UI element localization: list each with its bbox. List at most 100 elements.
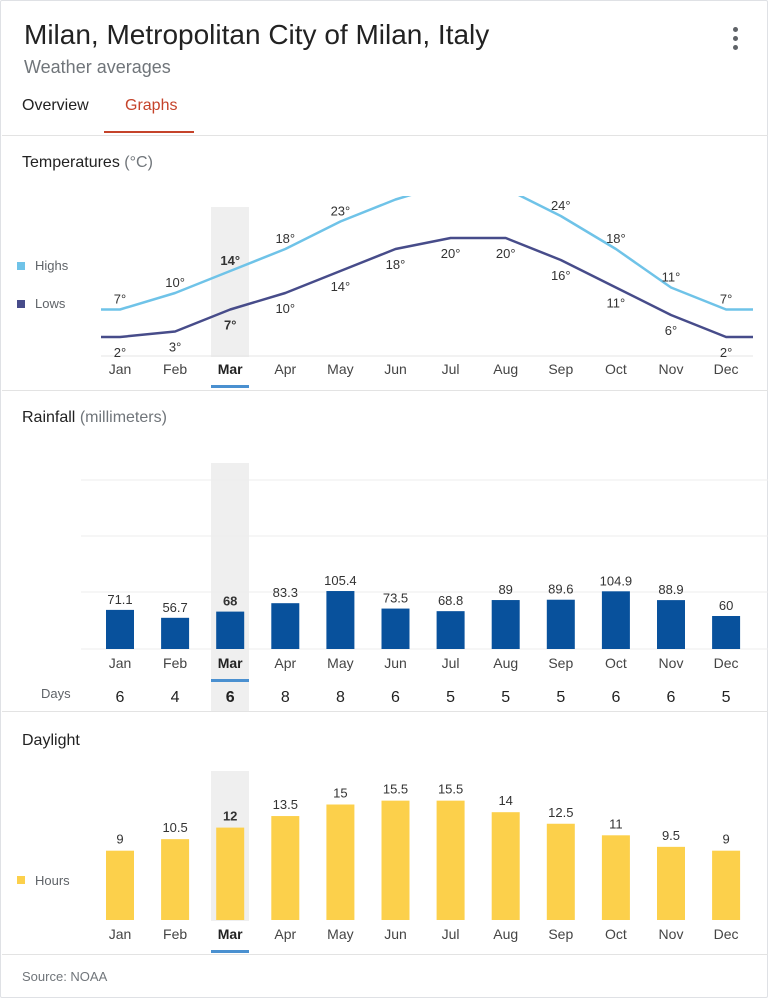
rainfall-chart: 71.1 Jan 6 56.7 Feb 4 68 Mar 6 83.3 Apr 8 105.4 May 8 7…	[41, 463, 768, 711]
rainfall-value-label: 56.7	[162, 600, 187, 615]
daylight-value-label: 13.5	[273, 797, 298, 812]
month-label: Nov	[659, 655, 684, 671]
legend-label-lows: Lows	[35, 296, 66, 311]
data-label-lows: 16°	[551, 268, 571, 283]
daylight-value-label: 10.5	[162, 820, 187, 835]
daylight-bar	[326, 804, 355, 920]
rainfall-value-label: 105.4	[324, 573, 357, 588]
rainfall-value-label: 68.8	[438, 593, 463, 608]
legend-swatch-lows	[17, 300, 25, 308]
rainfall-value-label: 73.5	[383, 591, 408, 606]
temperature-chart: HighsLows7°10°14°18°23°27°30°29°24°18°11…	[17, 196, 753, 388]
legend-swatch-highs	[17, 262, 25, 270]
data-label-lows: 18°	[386, 257, 406, 272]
series-line-highs	[101, 196, 753, 311]
footer-divider	[2, 954, 768, 955]
data-label-highs: 14°	[220, 253, 240, 268]
daylight-bar	[657, 846, 685, 920]
daylight-bar	[381, 800, 410, 920]
rainfall-divider	[2, 711, 768, 712]
selected-month-highlight	[211, 463, 249, 711]
month-label: May	[327, 361, 353, 377]
daylight-value-label: 12	[223, 809, 237, 824]
data-label-highs: 11°	[662, 270, 681, 285]
rain-days-value: 6	[611, 689, 620, 706]
data-label-highs: 18°	[275, 231, 295, 246]
temperatures-title-text: Temperatures	[22, 154, 120, 171]
more-dot	[733, 27, 738, 32]
month-label: Aug	[493, 926, 518, 942]
rain-days-value: 5	[556, 689, 565, 706]
rainfall-bar	[491, 600, 520, 649]
tab-overview[interactable]: Overview	[22, 97, 89, 114]
month-label: Feb	[163, 655, 187, 671]
daylight-value-label: 15.5	[383, 782, 408, 797]
rainfall-bar	[106, 609, 134, 649]
rain-days-value: 8	[281, 689, 290, 706]
legend-swatch-hours	[17, 876, 25, 884]
daylight-bar	[491, 812, 520, 920]
daylight-value-label: 9	[116, 832, 123, 847]
rain-days-value: 5	[446, 689, 455, 706]
data-label-highs: 27°	[386, 196, 406, 197]
month-label: Jan	[109, 361, 132, 377]
page-title: Milan, Metropolitan City of Milan, Italy	[24, 19, 490, 50]
rainfall-bar	[657, 600, 685, 649]
rainfall-bar	[436, 611, 465, 649]
data-label-lows: 7°	[224, 318, 236, 333]
month-label: Apr	[274, 655, 296, 671]
rainfall-value-label: 68	[223, 594, 237, 609]
month-label: Nov	[659, 926, 684, 942]
month-label: Jun	[384, 361, 407, 377]
daylight-value-label: 15	[333, 786, 347, 801]
more-vert-icon[interactable]	[719, 23, 751, 55]
month-label: Apr	[274, 926, 296, 942]
temperatures-divider	[2, 390, 768, 391]
month-label: Feb	[163, 361, 187, 377]
data-label-lows: 6°	[665, 323, 677, 338]
data-label-highs: 18°	[606, 231, 626, 246]
month-label: Oct	[605, 361, 627, 377]
month-label: Feb	[163, 926, 187, 942]
data-label-highs: 10°	[165, 275, 185, 290]
rainfall-bar	[216, 611, 245, 649]
month-label: Aug	[493, 655, 518, 671]
daylight-bar	[106, 850, 134, 920]
legend-label-highs: Highs	[35, 258, 69, 273]
month-label: Oct	[605, 655, 627, 671]
rainfall-bar	[712, 616, 741, 649]
rainfall-value-label: 60	[719, 598, 733, 613]
month-label: Sep	[548, 361, 573, 377]
daylight-bar	[436, 800, 465, 920]
selected-month-indicator	[211, 950, 249, 953]
rainfall-value-label: 89	[498, 582, 512, 597]
rain-days-value: 5	[501, 689, 510, 706]
daylight-value-label: 11	[609, 816, 623, 831]
rainfall-value-label: 83.3	[273, 585, 298, 600]
daylight-value-label: 15.5	[438, 782, 463, 797]
data-label-highs: 24°	[551, 198, 571, 213]
rainfall-value-label: 89.6	[548, 582, 573, 597]
month-label: Jun	[384, 926, 407, 942]
tab-graphs[interactable]: Graphs	[125, 97, 178, 114]
month-label: May	[327, 926, 353, 942]
data-label-highs: 23°	[331, 204, 351, 219]
selected-month-indicator	[211, 679, 249, 682]
rainfall-unit: (millimeters)	[79, 409, 167, 426]
data-label-lows: 20°	[496, 246, 516, 261]
daylight-bar	[216, 827, 245, 920]
daylight-chart: Hours 9 Jan 10.5 Feb 12 Mar 13.5 Apr 15 May 15.5 Jun…	[17, 771, 741, 953]
daylight-title-text: Daylight	[22, 732, 80, 749]
daylight-bar	[271, 816, 300, 920]
tab-active-indicator	[104, 131, 194, 133]
daylight-value-label: 9.5	[662, 828, 680, 843]
month-label: Jul	[442, 361, 460, 377]
header-divider	[2, 135, 768, 136]
daylight-value-label: 14	[498, 793, 512, 808]
rain-days-value: 6	[667, 689, 676, 706]
month-label: Mar	[218, 655, 243, 671]
rainfall-value-label: 104.9	[600, 573, 633, 588]
rain-days-label: Days	[41, 686, 71, 701]
data-label-lows: 10°	[275, 301, 295, 316]
rain-days-value: 6	[226, 689, 235, 706]
